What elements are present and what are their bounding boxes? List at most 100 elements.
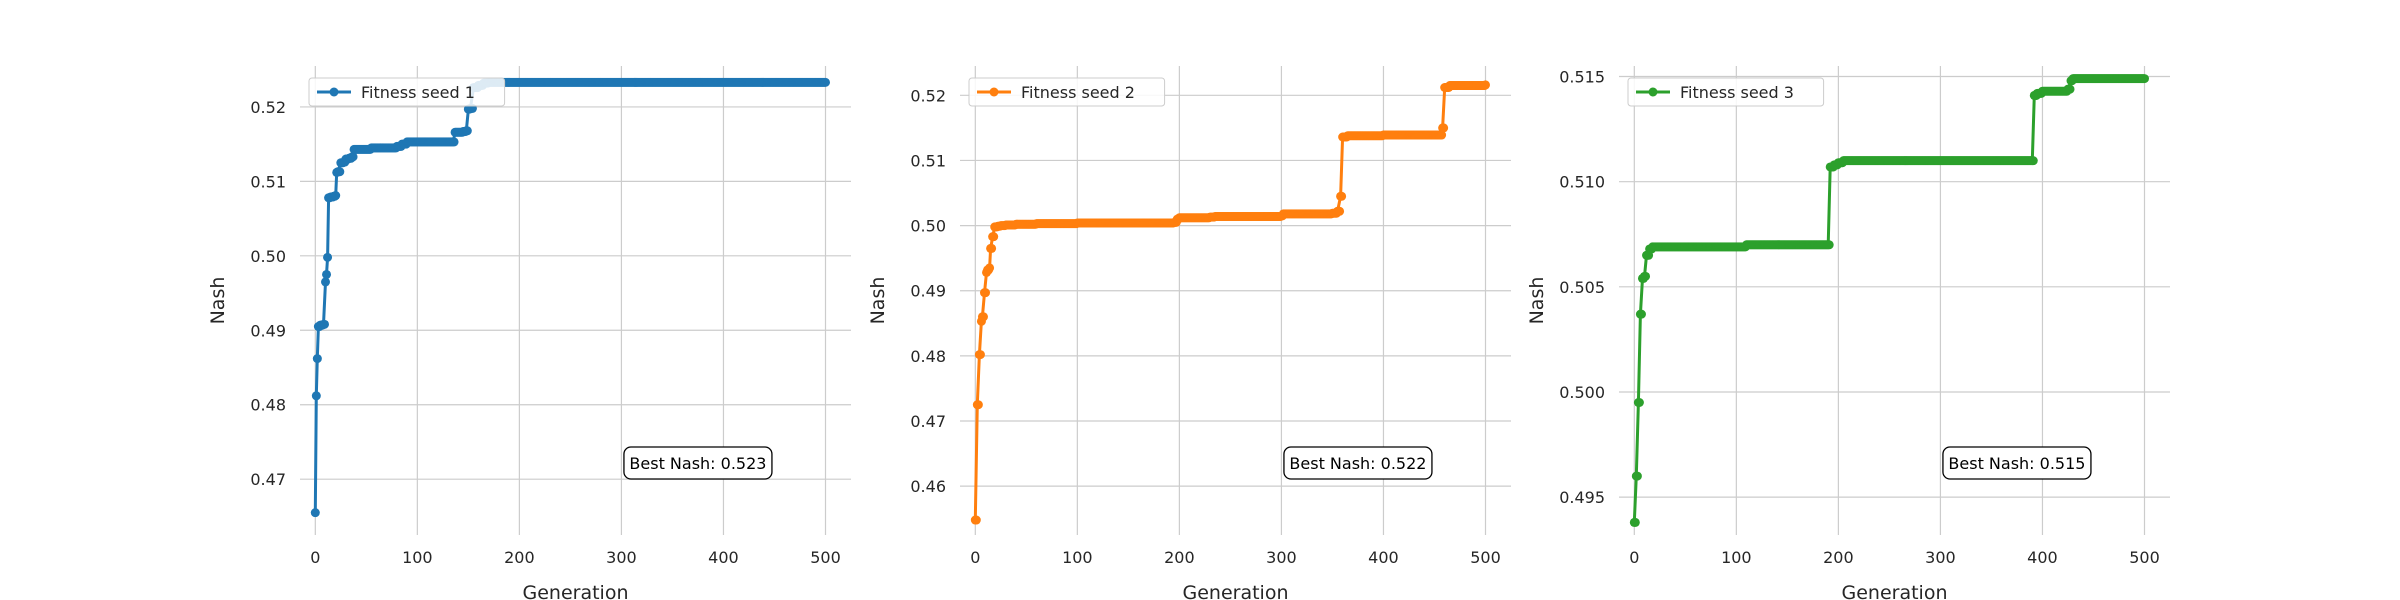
- y-tick-label: 0.52: [250, 98, 286, 117]
- data-point: [312, 354, 322, 364]
- legend-marker: [989, 87, 999, 97]
- x-tick-label: 0: [310, 548, 320, 567]
- x-axis-label: Generation: [1842, 582, 1948, 600]
- data-point: [981, 288, 991, 298]
- y-tick-label: 0.48: [250, 396, 286, 415]
- legend-box: [308, 77, 506, 107]
- x-tick-label: 500: [1470, 548, 1501, 567]
- x-tick-label: 0: [1629, 548, 1639, 567]
- data-point: [1641, 271, 1651, 281]
- data-point: [310, 508, 320, 518]
- y-tick-labels: 0.47 0.48 0.49 0.50 0.51 0.52: [250, 98, 286, 489]
- y-axis-label: Nash: [207, 277, 229, 325]
- data-point: [319, 319, 329, 329]
- annotation-box: [1283, 446, 1433, 480]
- data-point: [2028, 156, 2038, 166]
- best-nash-annotation: Best Nash: 0.515: [1942, 446, 2092, 480]
- x-tick-label: 300: [1266, 548, 1297, 567]
- y-axis-label: Nash: [867, 277, 889, 325]
- x-tick-label: 500: [810, 548, 841, 567]
- y-tick-label: 0.51: [250, 172, 286, 191]
- y-tick-labels: 0.46 0.47 0.48 0.49 0.50 0.51 0.52: [910, 86, 946, 496]
- x-tick-label: 200: [504, 548, 535, 567]
- gridlines: [960, 66, 1511, 535]
- data-point: [322, 269, 332, 279]
- data-point: [978, 312, 988, 322]
- legend: Fitness seed 3: [1627, 77, 1825, 107]
- data-point: [1630, 517, 1640, 527]
- y-tick-label: 0.48: [910, 347, 946, 366]
- x-tick-label: 200: [1823, 548, 1854, 567]
- y-tick-label: 0.49: [250, 321, 286, 340]
- x-tick-label: 100: [1062, 548, 1093, 567]
- legend-marker: [329, 87, 339, 97]
- y-tick-labels: 0.495 0.500 0.505 0.510 0.515: [1559, 68, 1605, 508]
- legend: Fitness seed 1: [308, 77, 506, 107]
- annotation-box: [1942, 446, 2092, 480]
- y-tick-label: 0.47: [250, 470, 286, 489]
- x-tick-label: 300: [606, 548, 637, 567]
- legend-box: [1627, 77, 1825, 107]
- chart-panel-2: 0 100 200 300 400 500 0.46 0.47 0.48 0.49 0.50 0.51…: [867, 66, 1511, 600]
- annotation-text: Best Nash: 0.523: [629, 454, 766, 473]
- data-point: [1636, 309, 1646, 319]
- data-point: [985, 263, 995, 273]
- annotation-text: Best Nash: 0.522: [1289, 454, 1426, 473]
- data-point: [975, 350, 985, 360]
- data-point: [462, 126, 472, 136]
- annotation-text: Best Nash: 0.515: [1948, 454, 2085, 473]
- x-tick-label: 400: [2027, 548, 2058, 567]
- y-tick-label: 0.515: [1559, 68, 1605, 87]
- series-fitness-seed-2: [970, 80, 1490, 525]
- data-point: [989, 232, 999, 242]
- legend-label: Fitness seed 1: [361, 83, 475, 102]
- y-tick-label: 0.52: [910, 86, 946, 105]
- data-point: [2139, 74, 2149, 84]
- x-tick-label: 400: [1368, 548, 1399, 567]
- data-point: [1337, 191, 1347, 201]
- data-point: [321, 277, 331, 287]
- y-tick-label: 0.49: [910, 282, 946, 301]
- y-tick-label: 0.50: [250, 247, 286, 266]
- data-point: [973, 400, 983, 410]
- data-point: [1824, 240, 1834, 250]
- y-tick-label: 0.505: [1559, 278, 1605, 297]
- data-point: [1439, 123, 1449, 133]
- legend-label: Fitness seed 2: [1021, 83, 1135, 102]
- x-tick-label: 100: [402, 548, 433, 567]
- data-point: [1335, 206, 1345, 216]
- best-nash-annotation: Best Nash: 0.523: [623, 446, 773, 480]
- data-point: [971, 515, 981, 525]
- data-point: [2065, 84, 2075, 94]
- data-point: [987, 243, 997, 253]
- legend-box: [968, 77, 1166, 107]
- x-tick-label: 200: [1164, 548, 1195, 567]
- y-tick-label: 0.47: [910, 412, 946, 431]
- y-axis-label: Nash: [1526, 277, 1548, 325]
- chart-panel-3: 0 100 200 300 400 500 0.495 0.500 0.505 0.510 0.51…: [1526, 66, 2170, 600]
- legend-label: Fitness seed 3: [1680, 83, 1794, 102]
- x-axis-label: Generation: [523, 582, 629, 600]
- x-tick-label: 0: [970, 548, 980, 567]
- data-point: [323, 252, 333, 262]
- x-tick-label: 400: [708, 548, 739, 567]
- y-tick-label: 0.46: [910, 477, 946, 496]
- annotation-box: [623, 446, 773, 480]
- data-point: [1480, 80, 1490, 90]
- x-tick-labels: 0 100 200 300 400 500: [970, 548, 1501, 567]
- x-tick-labels: 0 100 200 300 400 500: [1629, 548, 2160, 567]
- y-tick-label: 0.51: [910, 151, 946, 170]
- y-tick-label: 0.510: [1559, 173, 1605, 192]
- data-point: [1632, 471, 1642, 481]
- data-point: [449, 137, 459, 147]
- gridlines: [1619, 66, 2170, 535]
- x-tick-label: 300: [1925, 548, 1956, 567]
- best-nash-annotation: Best Nash: 0.522: [1283, 446, 1433, 480]
- data-point: [1634, 398, 1644, 408]
- data-point: [348, 152, 358, 162]
- data-point: [331, 191, 341, 201]
- gridlines: [300, 66, 851, 535]
- data-point: [820, 77, 830, 87]
- x-tick-labels: 0 100 200 300 400 500: [310, 548, 841, 567]
